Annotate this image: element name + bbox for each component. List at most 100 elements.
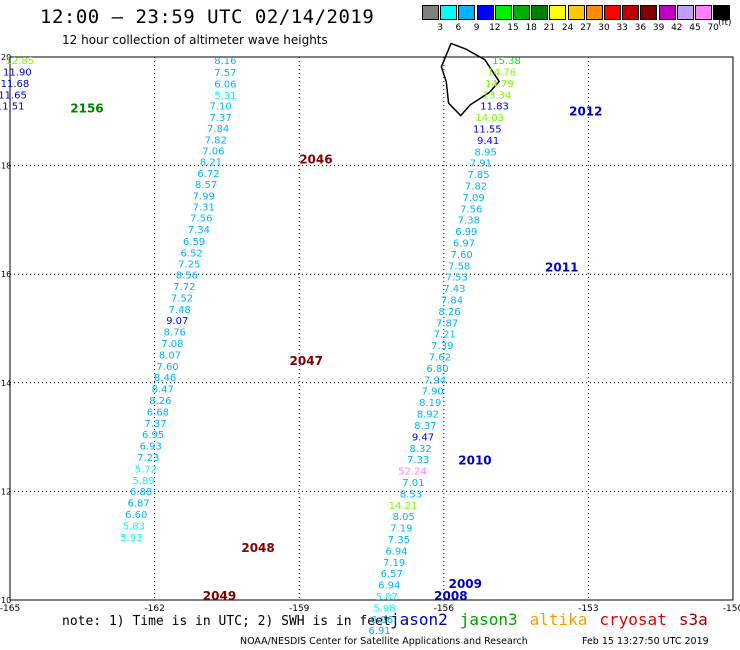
pass-time-label: 2008 xyxy=(434,589,467,603)
wave-height-value: 7.09 xyxy=(463,193,485,204)
wave-height-value: 7.60 xyxy=(450,250,472,261)
wave-height-value: 6.52 xyxy=(181,248,203,259)
legend-swatch xyxy=(658,5,676,20)
pass-time-label: 2048 xyxy=(241,541,274,555)
legend-label: 30 xyxy=(598,23,610,33)
legend-swatch xyxy=(567,5,585,20)
wave-height-value: 14.03 xyxy=(475,113,504,124)
wave-height-value: 14.79 xyxy=(485,79,514,90)
wave-height-value: 9.47 xyxy=(412,432,434,443)
wave-height-value: 6.94 xyxy=(378,581,400,592)
wave-height-value: 7.48 xyxy=(168,305,190,316)
legend-swatch xyxy=(513,5,530,20)
satellite-legend: jason2 jason3 altika cryosat s3a xyxy=(390,610,720,629)
pass-time-label: 2046 xyxy=(299,152,332,166)
legend-swatch xyxy=(622,5,640,20)
page-subtitle: 12 hour collection of altimeter wave hei… xyxy=(62,33,328,47)
wave-height-value: 8.47 xyxy=(152,385,174,396)
legend-swatch xyxy=(695,5,712,20)
wave-height-value: 5.83 xyxy=(123,521,145,532)
wave-height-value: 7.01 xyxy=(402,478,424,489)
wave-height-value: 6.80 xyxy=(426,364,448,375)
wave-height-value: 7.06 xyxy=(202,147,224,158)
credit-line: NOAA/NESDIS Center for Satellite Applica… xyxy=(240,636,528,647)
wave-height-value: 7.99 xyxy=(193,191,215,202)
legend-label: 36 xyxy=(634,23,647,33)
wave-height-value: 6.87 xyxy=(128,499,150,510)
wave-height-value: 8.92 xyxy=(417,410,439,421)
wave-height-value: 11.90 xyxy=(3,67,32,78)
wave-height-value: 8.46 xyxy=(154,373,176,384)
wave-height-value: 8.16 xyxy=(214,56,236,67)
legend-label: 70 xyxy=(707,23,719,33)
page-title: 12:00 — 23:59 UTC 02/14/2019 xyxy=(40,6,375,28)
satellite-name: jason2 xyxy=(390,610,448,629)
wave-height-value: 11.55 xyxy=(473,124,502,135)
satellite-name: s3a xyxy=(678,610,708,629)
wave-height-value: 11.68 xyxy=(1,79,30,90)
wave-height-value: 6.72 xyxy=(197,169,219,180)
legend-swatch xyxy=(604,5,621,20)
wave-height-value: 6.91 xyxy=(369,626,391,637)
legend-label: 9 xyxy=(473,23,480,33)
wave-height-value: 8.56 xyxy=(176,271,198,282)
pass-time-label: 2156 xyxy=(70,101,103,115)
wave-height-value: 11.65 xyxy=(0,90,27,101)
wave-height-value: 5.87 xyxy=(376,592,398,603)
wave-height-value: 6.57 xyxy=(381,569,403,580)
wave-height-value: 5.98 xyxy=(373,603,395,614)
wave-height-value: 7.37 xyxy=(209,113,231,124)
pass-time-label: 2010 xyxy=(458,453,491,467)
wave-height-value: 7.82 xyxy=(465,181,487,192)
wave-height-value: 15.38 xyxy=(492,56,521,67)
wave-height-value: 9.07 xyxy=(166,316,188,327)
wave-height-value: 7.94 xyxy=(424,375,446,386)
legend-swatch xyxy=(640,5,658,20)
wave-height-value: 5.31 xyxy=(214,91,236,102)
satellite-name: altika xyxy=(529,610,588,629)
wave-height-value: 11.83 xyxy=(480,102,509,113)
legend-swatch xyxy=(440,5,458,20)
wave-height-value: 5.93 xyxy=(120,533,142,544)
wave-height-value: 8.32 xyxy=(409,444,431,455)
wave-height-value: 7.23 xyxy=(137,453,159,464)
pass-time-label: 2009 xyxy=(449,577,482,591)
wave-height-value: 8.19 xyxy=(419,398,441,409)
wave-height-value: 7.56 xyxy=(460,204,482,215)
wave-height-value: 7.60 xyxy=(156,362,178,373)
wave-height-value: 7.52 xyxy=(171,293,193,304)
legend-label: 39 xyxy=(652,23,665,33)
x-tick-label: -162 xyxy=(144,604,164,614)
x-tick-label: -150 xyxy=(723,604,740,614)
wave-height-value: 7.57 xyxy=(214,68,236,79)
wave-height-value: 7.91 xyxy=(470,159,492,170)
wave-height-value: 8.26 xyxy=(149,396,171,407)
wave-height-value: 7.34 xyxy=(188,225,210,236)
legend-label: 24 xyxy=(561,23,574,33)
y-tick-label: 16 xyxy=(1,270,11,279)
legend-label: 21 xyxy=(543,23,556,33)
legend-swatch xyxy=(585,5,603,20)
wave-height-value: 7.31 xyxy=(193,203,215,214)
satellite-name: cryosat xyxy=(599,610,667,629)
pass-time-label: 2011 xyxy=(545,260,578,274)
legend-label: 45 xyxy=(689,23,701,33)
footer-note: note: 1) Time is in UTC; 2) SWH is in fe… xyxy=(62,614,391,629)
wave-height-value: 6.59 xyxy=(183,237,205,248)
wave-height-value: 6.88 xyxy=(130,487,152,498)
wave-height-value: 14.21 xyxy=(389,501,418,512)
wave-height-value: 5.72 xyxy=(135,464,157,475)
legend-swatch xyxy=(713,5,731,20)
wave-height-value: 6.97 xyxy=(453,239,475,250)
wave-height-value: 6.68 xyxy=(147,407,169,418)
wave-height-value: 7.72 xyxy=(173,282,195,293)
wave-height-value: 7.82 xyxy=(205,135,227,146)
wave-height-value: 7.25 xyxy=(178,260,200,271)
legend-label: 42 xyxy=(671,23,683,33)
wave-height-value: 6.60 xyxy=(125,510,147,521)
legend-label: 27 xyxy=(580,23,592,33)
y-tick-label: 20 xyxy=(1,53,11,62)
wave-height-value: 7.53 xyxy=(446,273,468,284)
wave-height-value: 7.84 xyxy=(441,296,463,307)
